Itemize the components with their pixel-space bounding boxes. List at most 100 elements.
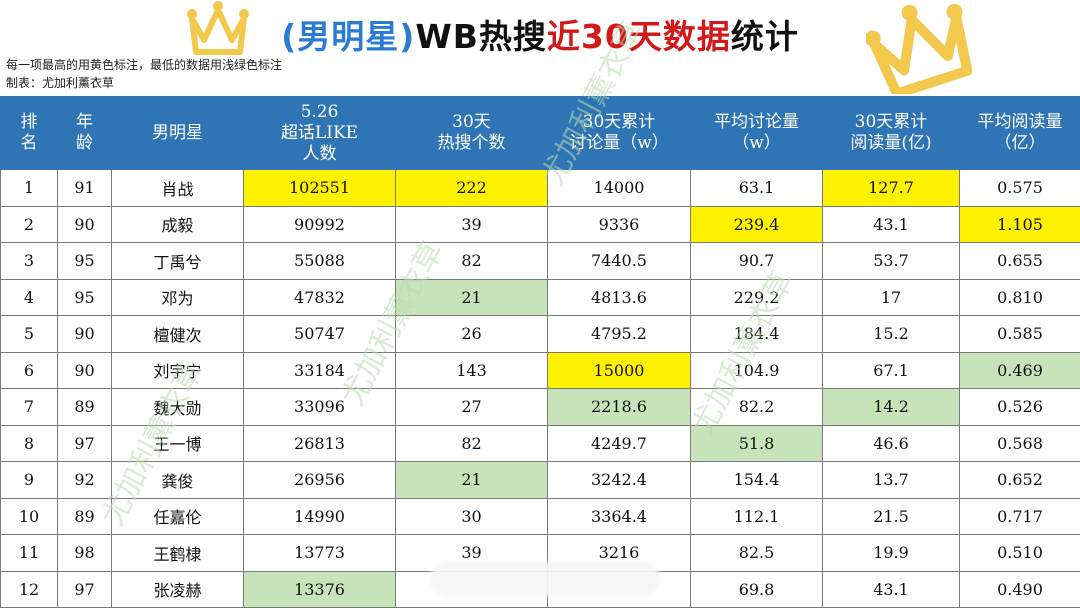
cell-hot: 82 — [396, 425, 548, 462]
cell-read: 14.2 — [823, 389, 960, 426]
cell-age: 97 — [58, 571, 112, 608]
cell-avg-discuss: 69.8 — [691, 571, 823, 608]
cell-rank: 3 — [1, 243, 58, 280]
cell-avg-discuss: 239.4 — [691, 206, 823, 243]
cell-rank: 2 — [1, 206, 58, 243]
cell-avg-read: 0.585 — [960, 316, 1080, 353]
cell-discuss: 15000 — [548, 352, 691, 389]
cell-read: 53.7 — [823, 243, 960, 280]
cell-star-name: 檀健次 — [112, 316, 244, 353]
cell-star-name: 丁禹兮 — [112, 243, 244, 280]
cell-age: 90 — [58, 316, 112, 353]
cell-avg-read: 0.510 — [960, 535, 1080, 572]
cell-like: 55088 — [244, 243, 396, 280]
cell-hot: 143 — [396, 352, 548, 389]
cell-age: 95 — [58, 243, 112, 280]
cell-age: 90 — [58, 352, 112, 389]
header-age: 年龄 — [58, 97, 112, 170]
header-hot: 30天热搜个数 — [396, 97, 548, 170]
cell-read: 43.1 — [823, 206, 960, 243]
title-part-source: WB热搜 — [415, 17, 547, 56]
cell-read: 13.7 — [823, 462, 960, 499]
cell-read: 67.1 — [823, 352, 960, 389]
cell-like: 26813 — [244, 425, 396, 462]
cell-like: 47832 — [244, 279, 396, 316]
cell-star-name: 张凌赫 — [112, 571, 244, 608]
cell-star-name: 邓为 — [112, 279, 244, 316]
cell-age: 90 — [58, 206, 112, 243]
cell-discuss: 4813.6 — [548, 279, 691, 316]
cell-avg-read: 0.652 — [960, 462, 1080, 499]
cell-hot: 26 — [396, 316, 548, 353]
header-avg-read: 平均阅读量（亿） — [960, 97, 1080, 170]
cell-age: 97 — [58, 425, 112, 462]
cell-star-name: 成毅 — [112, 206, 244, 243]
header-discuss: 30天累计讨论量（w） — [548, 97, 691, 170]
cell-read: 19.9 — [823, 535, 960, 572]
cell-star-name: 任嘉伦 — [112, 498, 244, 535]
cell-age: 95 — [58, 279, 112, 316]
cell-like: 13376 — [244, 571, 396, 608]
cell-hot: 27 — [396, 389, 548, 426]
cell-avg-read: 0.568 — [960, 425, 1080, 462]
cell-star-name: 魏大勋 — [112, 389, 244, 426]
crown-icon — [866, 2, 976, 94]
header-star: 男明星 — [112, 97, 244, 170]
cell-read: 21.5 — [823, 498, 960, 535]
cell-avg-discuss: 154.4 — [691, 462, 823, 499]
cell-hot: 39 — [396, 206, 548, 243]
cell-rank: 11 — [1, 535, 58, 572]
cell-rank: 7 — [1, 389, 58, 426]
cell-avg-discuss: 184.4 — [691, 316, 823, 353]
blur-overlay — [430, 562, 660, 596]
cell-discuss: 3364.4 — [548, 498, 691, 535]
cell-read: 43.1 — [823, 571, 960, 608]
cell-hot: 82 — [396, 243, 548, 280]
cell-read: 46.6 — [823, 425, 960, 462]
cell-avg-discuss: 63.1 — [691, 170, 823, 207]
cell-discuss: 4249.7 — [548, 425, 691, 462]
cell-rank: 5 — [1, 316, 58, 353]
cell-like: 102551 — [244, 170, 396, 207]
cell-discuss: 2218.6 — [548, 389, 691, 426]
legend-note: 每一项最高的用黄色标注，最低的数据用浅绿色标注 — [6, 56, 282, 73]
title-part-stat: 统计 — [731, 17, 799, 56]
cell-star-name: 王鹤棣 — [112, 535, 244, 572]
cell-avg-discuss: 51.8 — [691, 425, 823, 462]
crown-icon — [186, 0, 250, 58]
header-rank: 排名 — [1, 97, 58, 170]
cell-like: 14990 — [244, 498, 396, 535]
cell-star-name: 刘宇宁 — [112, 352, 244, 389]
cell-discuss: 14000 — [548, 170, 691, 207]
cell-rank: 9 — [1, 462, 58, 499]
cell-star-name: 王一博 — [112, 425, 244, 462]
cell-avg-read: 0.490 — [960, 571, 1080, 608]
cell-read: 15.2 — [823, 316, 960, 353]
cell-star-name: 肖战 — [112, 170, 244, 207]
cell-read: 17 — [823, 279, 960, 316]
cell-rank: 1 — [1, 170, 58, 207]
title-part-category: (男明星) — [281, 17, 415, 56]
header-avg-discuss: 平均讨论量（w） — [691, 97, 823, 170]
cell-avg-read: 0.575 — [960, 170, 1080, 207]
cell-avg-read: 0.810 — [960, 279, 1080, 316]
cell-rank: 4 — [1, 279, 58, 316]
cell-hot: 222 — [396, 170, 548, 207]
cell-like: 26956 — [244, 462, 396, 499]
cell-age: 89 — [58, 389, 112, 426]
cell-read: 127.7 — [823, 170, 960, 207]
cell-discuss: 9336 — [548, 206, 691, 243]
cell-avg-discuss: 229.2 — [691, 279, 823, 316]
